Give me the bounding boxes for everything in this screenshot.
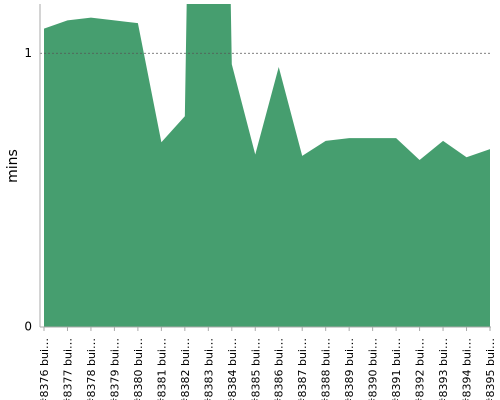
x-tick-label: #8394 bui… <box>461 338 474 400</box>
x-tick-label: #8386 bui… <box>273 338 286 400</box>
x-tick-label: #8377 bui… <box>61 338 74 400</box>
y-axis-label: mins <box>5 149 21 183</box>
x-tick-label: #8383 bui… <box>202 338 215 400</box>
x-tick-label: #8378 bui… <box>85 338 98 400</box>
x-tick-label: #8393 bui… <box>437 338 450 400</box>
x-tick-label: #8381 bui… <box>155 338 168 400</box>
x-tick-label: #8389 bui… <box>343 338 356 400</box>
x-tick-label: #8390 bui… <box>367 338 380 400</box>
x-tick-label: #8376 bui… <box>38 338 51 400</box>
x-tick-label: #8395 bui… <box>484 338 497 400</box>
x-tick-label: #8387 bui… <box>296 338 309 400</box>
x-tick-label: #8380 bui… <box>132 338 145 400</box>
x-tick-label: #8392 bui… <box>414 338 427 400</box>
x-tick-label: #8379 bui… <box>108 338 121 400</box>
x-tick-label: #8391 bui… <box>390 338 403 400</box>
x-tick-label: #8382 bui… <box>179 338 192 400</box>
plot-area <box>44 4 490 327</box>
y-tick-label: 0 <box>24 320 32 334</box>
y-tick-label: 1 <box>24 46 32 60</box>
area <box>44 4 490 327</box>
x-tick-label: #8384 bui… <box>226 338 239 400</box>
x-tick-label: #8385 bui… <box>249 338 262 400</box>
x-tick-label: #8388 bui… <box>320 338 333 400</box>
